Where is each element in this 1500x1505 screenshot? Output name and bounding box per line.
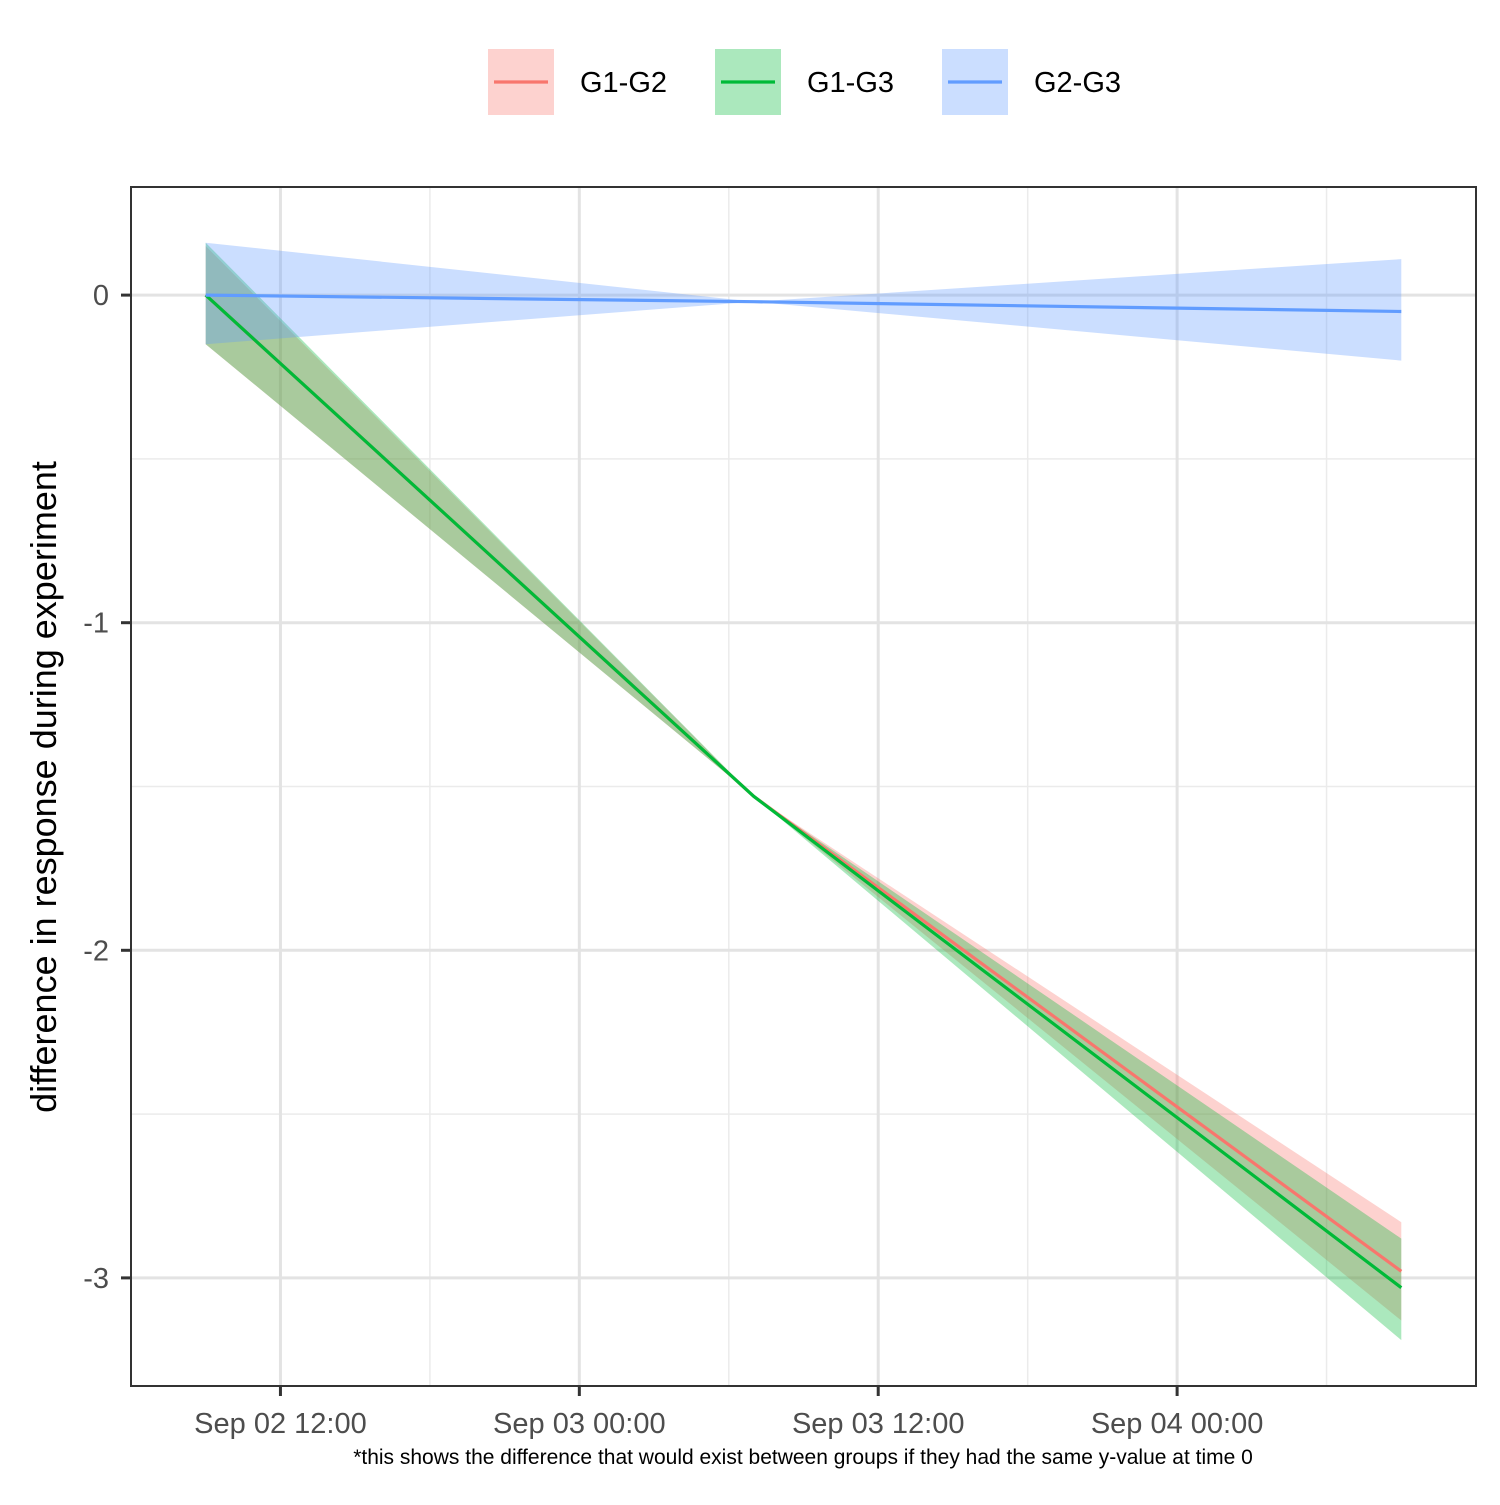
legend-label-g1-g3: G1-G3 — [807, 67, 894, 99]
y-axis-title: difference in response during experiment — [23, 461, 64, 1113]
legend[interactable]: G1-G2 G1-G3 G2-G3 — [488, 49, 1121, 115]
series-line-g2-g3 — [205, 293, 1402, 314]
grid-lines — [131, 187, 1476, 1386]
x-tick-label: Sep 03 00:00 — [493, 1408, 666, 1440]
legend-label-g2-g3: G2-G3 — [1034, 67, 1121, 99]
axes: Sep 02 12:00 Sep 03 00:00 Sep 03 12:00 Sep … — [83, 280, 1263, 1440]
y-tick-label: 0 — [93, 280, 109, 312]
y-tick-label: -3 — [83, 1263, 109, 1295]
confidence-band-g1-g3 — [205, 242, 1402, 1341]
series-line-g1-g3 — [204, 293, 1403, 1289]
series-lines — [204, 293, 1403, 1289]
legend-item-g1-g2[interactable]: G1-G2 — [488, 49, 667, 115]
x-tick-label: Sep 03 12:00 — [792, 1408, 965, 1440]
y-tick-label: -1 — [83, 608, 109, 640]
legend-item-g2-g3[interactable]: G2-G3 — [942, 49, 1121, 115]
legend-item-g1-g3[interactable]: G1-G3 — [715, 49, 894, 115]
legend-label-g1-g2: G1-G2 — [580, 67, 667, 99]
y-tick-label: -2 — [83, 935, 109, 967]
x-tick-label: Sep 04 00:00 — [1091, 1408, 1264, 1440]
plot-panel-border — [130, 186, 1477, 1387]
x-tick-label: Sep 02 12:00 — [194, 1408, 367, 1440]
chart-caption: *this shows the difference that would ex… — [353, 1446, 1253, 1469]
